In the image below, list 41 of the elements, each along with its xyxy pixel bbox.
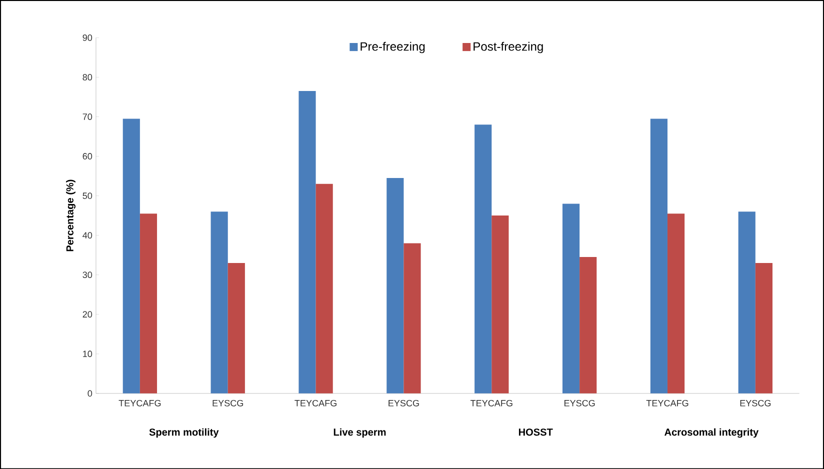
bar xyxy=(298,90,316,394)
y-tick-label: 50 xyxy=(82,192,92,199)
x-tick-label: TEYCAFG xyxy=(470,400,512,406)
y-tick-label: 80 xyxy=(82,74,92,80)
y-tick-label: 70 xyxy=(82,113,92,120)
x-tick-label: TEYCAFG xyxy=(294,400,336,406)
bar xyxy=(650,118,668,394)
y-axis-title: Percentage (%) xyxy=(66,180,76,252)
text: Live sperm xyxy=(334,428,386,438)
text: Sperm motility xyxy=(149,428,219,438)
bar xyxy=(210,211,228,394)
y-tick-label: 0 xyxy=(88,390,92,396)
x-tick-label: EYSCG xyxy=(388,400,419,406)
bar xyxy=(386,178,404,394)
bar xyxy=(404,243,421,394)
x-tick-label: EYSCG xyxy=(212,400,244,406)
bar xyxy=(738,211,756,394)
bar xyxy=(562,204,580,394)
x-tick-label: EYSCG xyxy=(740,400,771,406)
y-tick-label: 20 xyxy=(82,311,92,318)
text: HOSST xyxy=(518,428,553,436)
text: Acrosomal integrity xyxy=(664,428,759,438)
legend-label: Post-freezing xyxy=(474,42,543,54)
bar xyxy=(667,213,685,394)
y-tick-label: 10 xyxy=(83,350,92,357)
bar xyxy=(316,184,333,394)
y-tick-label: 30 xyxy=(82,272,92,278)
x-tick-label: TEYCAFG xyxy=(646,400,688,406)
bar xyxy=(228,262,245,394)
bar xyxy=(755,262,772,394)
x-tick-label: TEYCAFG xyxy=(118,400,161,406)
y-tick-label: 40 xyxy=(82,232,92,238)
x-tick-label: EYSCG xyxy=(564,400,595,406)
y-tick-label: 90 xyxy=(82,34,92,41)
bar xyxy=(140,213,158,394)
legend-label: Pre-freezing xyxy=(360,42,425,54)
y-tick-label: 60 xyxy=(82,152,92,160)
bar xyxy=(492,215,509,394)
bar xyxy=(122,118,140,394)
bar xyxy=(580,256,597,394)
bar xyxy=(474,124,492,394)
